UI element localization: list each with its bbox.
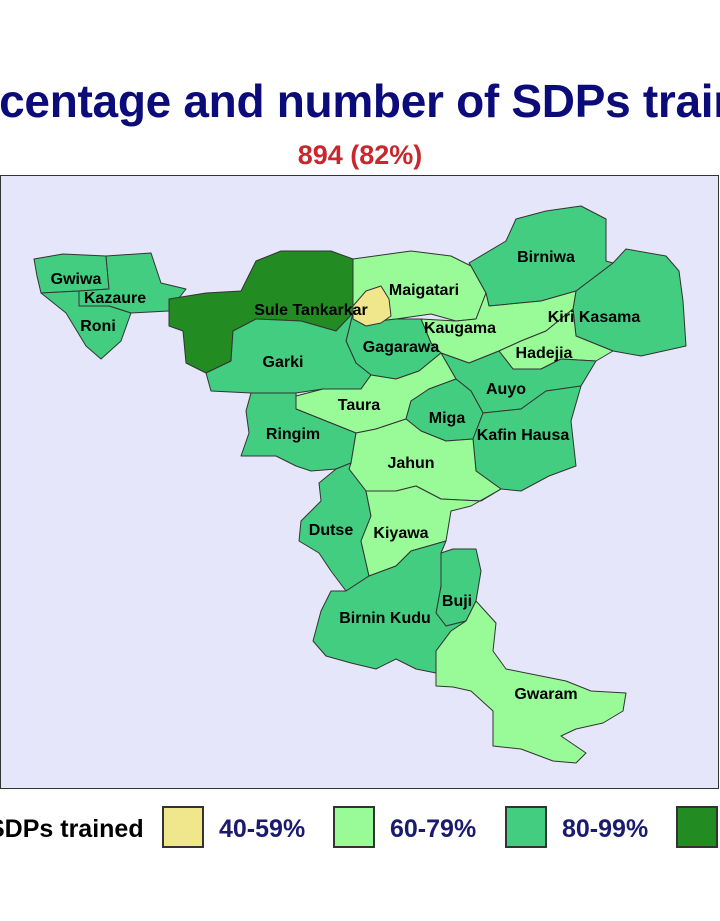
label-buji: Buji xyxy=(442,593,472,610)
legend-label-40-59: 40-59% xyxy=(219,815,306,843)
legend-swatch-40-59 xyxy=(162,806,204,848)
legend-label-60-79: 60-79% xyxy=(390,815,477,843)
label-auyo: Auyo xyxy=(486,381,526,398)
legend-swatch-80-99 xyxy=(505,806,547,848)
label-kazaure: Kazaure xyxy=(84,290,146,307)
map-subtitle: 894 (82%) xyxy=(297,140,423,170)
label-kiri-kasama: Kiri Kasama xyxy=(548,309,641,326)
label-miga: Miga xyxy=(429,410,466,427)
label-birnin-kudu: Birnin Kudu xyxy=(339,610,431,627)
label-gwaram: Gwaram xyxy=(514,686,577,703)
label-kaugama: Kaugama xyxy=(424,320,496,337)
map-svg: Gwiwa Kazaure Roni Sule Tankarkar Maigat… xyxy=(33,205,687,764)
label-maigatari: Maigatari xyxy=(389,282,459,299)
label-gwiwa: Gwiwa xyxy=(51,271,102,288)
region-gwaram[interactable] xyxy=(435,600,627,764)
legend-swatch-60-79 xyxy=(333,806,375,848)
map-panel: Gwiwa Kazaure Roni Sule Tankarkar Maigat… xyxy=(0,175,719,789)
label-hadejia: Hadejia xyxy=(516,345,573,362)
region-ringim[interactable] xyxy=(240,392,357,472)
label-roni: Roni xyxy=(80,318,116,335)
region-small-yellow[interactable] xyxy=(352,285,392,327)
label-taura: Taura xyxy=(338,397,380,414)
legend-swatch-100 xyxy=(676,806,718,848)
legend: SDPs trained 40-59% 60-79% 80-99% xyxy=(0,805,720,853)
label-jahun: Jahun xyxy=(387,455,434,472)
label-sule-tankarkar: Sule Tankarkar xyxy=(254,302,368,319)
legend-title: SDPs trained xyxy=(0,815,144,843)
map-title: Percentage and number of SDPs trained xyxy=(0,75,720,127)
region-kiyawa[interactable] xyxy=(360,485,502,577)
label-kafin-hausa: Kafin Hausa xyxy=(477,427,570,444)
label-birniwa: Birniwa xyxy=(517,249,575,266)
legend-label-80-99: 80-99% xyxy=(562,815,649,843)
label-kiyawa: Kiyawa xyxy=(373,525,428,542)
label-ringim: Ringim xyxy=(266,426,320,443)
region-roni[interactable] xyxy=(40,290,132,360)
label-dutse: Dutse xyxy=(309,522,354,539)
label-gagarawa: Gagarawa xyxy=(363,339,440,356)
label-garki: Garki xyxy=(263,354,304,371)
